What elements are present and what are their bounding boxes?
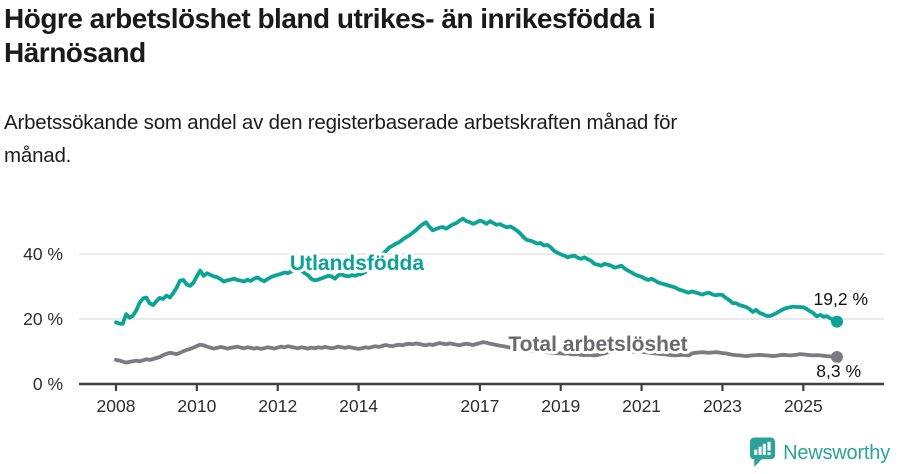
newsworthy-logo: Newsworthy (749, 436, 890, 470)
series-label-utlandsfodda: Utlandsfödda (290, 252, 424, 275)
line-series-0 (114, 216, 839, 326)
logo-bars-icon (754, 441, 771, 456)
end-dot-series-0 (831, 315, 843, 328)
x-tick-label-2010: 2010 (177, 396, 216, 416)
y-tick-label-40: 40 % (23, 244, 63, 264)
gridlines (79, 253, 884, 320)
end-value-label-total: 8,3 % (816, 361, 861, 381)
x-tick-label-2021: 2021 (622, 396, 661, 416)
subtitle-line-1: Arbetssökande som andel av den registerb… (4, 111, 677, 134)
x-tick-label-2012: 2012 (258, 396, 297, 416)
subtitle-line-2: månad. (4, 144, 72, 168)
y-tick-label-20: 20 % (23, 309, 63, 329)
newsworthy-logo-text: Newsworthy (783, 441, 890, 464)
series-label-total: Total arbetslöshet (508, 333, 687, 356)
series-end-dots (831, 315, 843, 364)
newsworthy-logo-icon (749, 437, 776, 468)
x-tick-label-2008: 2008 (97, 396, 136, 416)
line-chart-svg: 0 % 20 % 40 % 2008 2010 2012 2014 2017 2019 2021 2… (23, 216, 884, 416)
line-chart: 0 % 20 % 40 % 2008 2010 2012 2014 2017 2019 2021 2… (0, 185, 900, 425)
series-lines (114, 216, 839, 365)
y-tick-label-0: 0 % (33, 374, 63, 394)
axis-tick-labels: 0 % 20 % 40 % 2008 2010 2012 2014 2017 2019 2021 2… (23, 244, 823, 416)
x-tick-label-2017: 2017 (460, 396, 499, 416)
title-line-2: Härnösand (4, 37, 146, 69)
end-dot-series-1 (831, 351, 843, 364)
x-tick-label-2019: 2019 (541, 396, 580, 416)
line-series-1 (114, 340, 839, 365)
x-tick-label-2023: 2023 (703, 396, 742, 416)
page-title: Högre arbetslöshet bland utrikes- än inr… (4, 2, 864, 70)
chart-subtitle: Arbetssökande som andel av den registerb… (4, 106, 864, 172)
x-axis (79, 382, 884, 391)
end-value-label-utlandsfodda: 19,2 % (814, 289, 868, 309)
x-tick-label-2025: 2025 (784, 396, 823, 416)
x-tick-label-2014: 2014 (339, 396, 378, 416)
title-line-1: Högre arbetslöshet bland utrikes- än inr… (4, 3, 656, 34)
